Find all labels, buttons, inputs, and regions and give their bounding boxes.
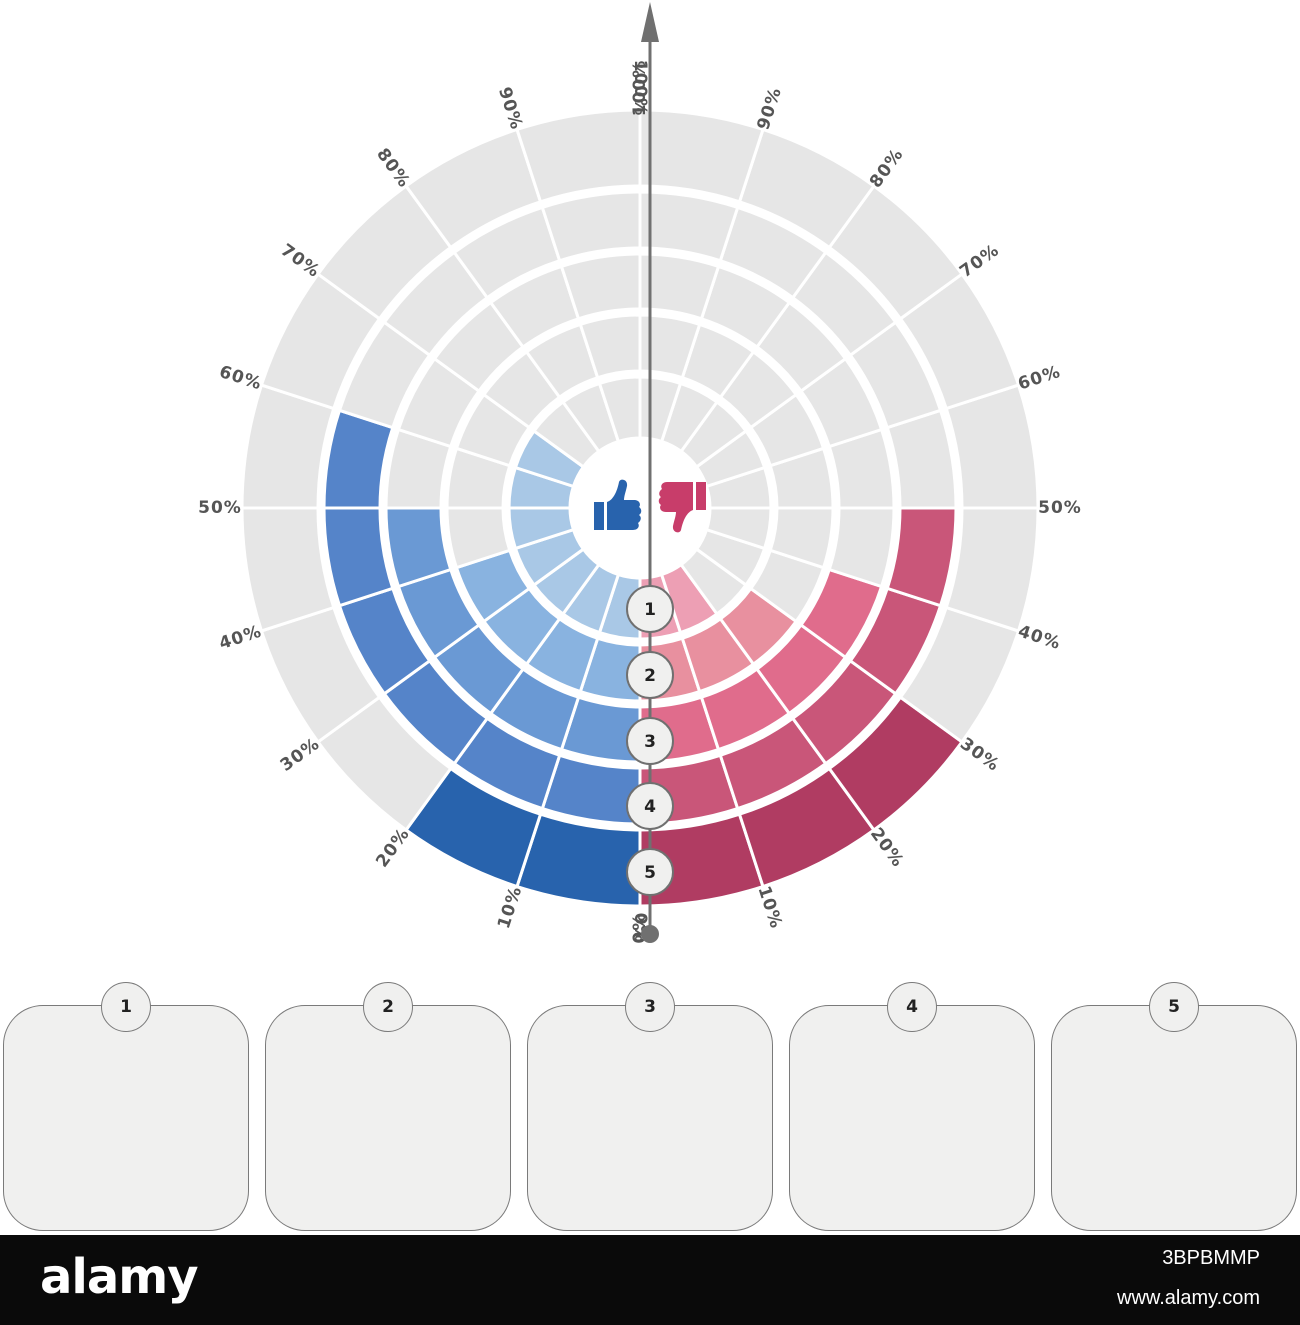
segment-right-ring2-70pct (748, 392, 826, 468)
angle-label-right-90: 90% (754, 85, 787, 133)
chart-segments (240, 108, 1040, 908)
info-card-2[interactable]: 2 (265, 982, 511, 1231)
segment-right-ring2-80pct (718, 349, 799, 430)
ring-badge-2: 2 (626, 651, 674, 699)
alamy-logo: alamy (40, 1249, 199, 1305)
segment-right-ring3-40pct (798, 567, 884, 660)
segment-right-ring2-40pct (748, 548, 826, 624)
segment-right-ring2-100pct (638, 313, 702, 380)
angle-label-right-60: 60% (1016, 362, 1064, 395)
angle-label-right-10: 10% (754, 884, 787, 932)
polar-bar-chart: 0%10%20%30%40%50%60%70%80%90% 100%0% 10%20… (198, 2, 1082, 943)
segment-right-ring3-90pct (699, 264, 792, 350)
angle-label-left-60: 60% (217, 362, 265, 395)
segment-right-ring3-70pct (798, 356, 884, 449)
ring-badge-label-2: 2 (644, 666, 656, 686)
info-card-5[interactable]: 5 (1051, 982, 1297, 1231)
segment-right-ring4-90pct (718, 205, 828, 300)
segment-right-ring3-80pct (754, 300, 848, 394)
segment-right-ring5-60pct (944, 383, 1040, 510)
segment-right-ring1-70pct (694, 428, 767, 489)
segment-left-ring5-100pct (515, 108, 642, 204)
segment-right-ring4-40pct (848, 586, 943, 696)
angle-label-left-50: 50% (198, 498, 242, 518)
segment-right-ring5-30pct (827, 695, 965, 833)
segment-left-ring5-50pct (240, 506, 336, 633)
segment-right-ring3-20pct (699, 666, 792, 752)
thumbs-up-icon (594, 479, 642, 530)
segment-right-ring1-60pct (704, 465, 773, 510)
segment-right-ring3-100pct (638, 252, 721, 321)
segment-right-ring3-60pct (827, 427, 896, 510)
axis-arrow-icon (641, 2, 659, 42)
ring-badge-label-4: 4 (644, 797, 656, 817)
center-icons (594, 479, 706, 533)
segment-right-ring3-50pct (827, 506, 896, 589)
angle-label-right-80: 80% (866, 145, 908, 192)
segment-left-ring4-100pct (540, 190, 642, 263)
segment-right-ring4-80pct (790, 250, 898, 358)
card-number-badge: 5 (1149, 982, 1199, 1032)
segment-right-ring5-90pct (737, 127, 877, 250)
ring-badge-3: 3 (626, 717, 674, 765)
segment-right-ring4-70pct (848, 320, 943, 430)
ring-badge-label-5: 5 (644, 863, 656, 883)
card-number-badge: 4 (887, 982, 937, 1032)
angle-label-right-30: 30% (956, 734, 1003, 776)
angle-label-right-50: 50% (1038, 498, 1082, 518)
segment-right-ring4-100pct (638, 190, 740, 263)
ring-badge-5: 5 (626, 848, 674, 896)
segment-right-ring1-30pct (679, 547, 749, 617)
image-id: 3BPBMMP (1162, 1247, 1260, 1269)
segment-right-ring5-80pct (827, 183, 965, 321)
stock-footer-bar: alamy 3BPBMMP www.alamy.com (0, 1235, 1300, 1325)
segment-right-ring5-40pct (898, 605, 1021, 745)
segment-right-ring4-60pct (885, 408, 958, 510)
card-number-badge: 1 (101, 982, 151, 1032)
segment-right-ring1-50pct (704, 506, 773, 551)
footer-url[interactable]: www.alamy.com (1117, 1287, 1260, 1309)
angle-label-left-100: 100% (630, 60, 650, 117)
center-axis (641, 2, 659, 943)
segment-right-ring2-20pct (680, 616, 756, 694)
thumbs-down-icon (658, 482, 706, 533)
angle-label-right-40: 40% (1016, 622, 1064, 655)
segment-right-ring2-60pct (768, 446, 835, 510)
ring-badge-4: 4 (626, 782, 674, 830)
segment-right-ring4-50pct (885, 506, 958, 608)
segment-right-ring2-30pct (718, 586, 799, 667)
axis-origin-dot (641, 925, 659, 943)
segment-right-ring2-50pct (768, 506, 835, 570)
segment-right-ring2-90pct (680, 322, 756, 400)
segment-right-ring5-70pct (898, 271, 1021, 411)
segment-right-ring1-80pct (679, 399, 749, 469)
angle-label-left-40: 40% (217, 622, 265, 655)
angle-label-right-70: 70% (956, 240, 1003, 282)
info-card-3[interactable]: 3 (527, 982, 773, 1231)
angle-label-left-90: 90% (494, 85, 527, 133)
info-cards: 1 2 3 4 5 (0, 982, 1300, 1235)
info-card-4[interactable]: 4 (789, 982, 1035, 1231)
segment-left-ring4-50pct (322, 506, 395, 608)
angle-label-right-20: 20% (866, 824, 908, 871)
segment-right-ring4-20pct (718, 716, 828, 811)
segment-right-ring5-100pct (638, 108, 765, 204)
ring-badge-label-1: 1 (644, 600, 656, 620)
segment-right-ring5-20pct (737, 766, 877, 889)
info-card-1[interactable]: 1 (3, 982, 249, 1231)
ring-badge-label-3: 3 (644, 732, 656, 752)
card-number-badge: 2 (363, 982, 413, 1032)
angle-label-right-100: 100% (630, 60, 650, 117)
card-number-badge: 3 (625, 982, 675, 1032)
segment-right-ring3-30pct (754, 622, 848, 716)
ring-badge-1: 1 (626, 585, 674, 633)
ring-number-badges: 1 2 3 4 5 (626, 585, 674, 896)
segment-right-ring4-30pct (790, 658, 898, 766)
angle-label-left-10: 10% (494, 884, 527, 932)
segment-right-ring5-50pct (944, 506, 1040, 633)
